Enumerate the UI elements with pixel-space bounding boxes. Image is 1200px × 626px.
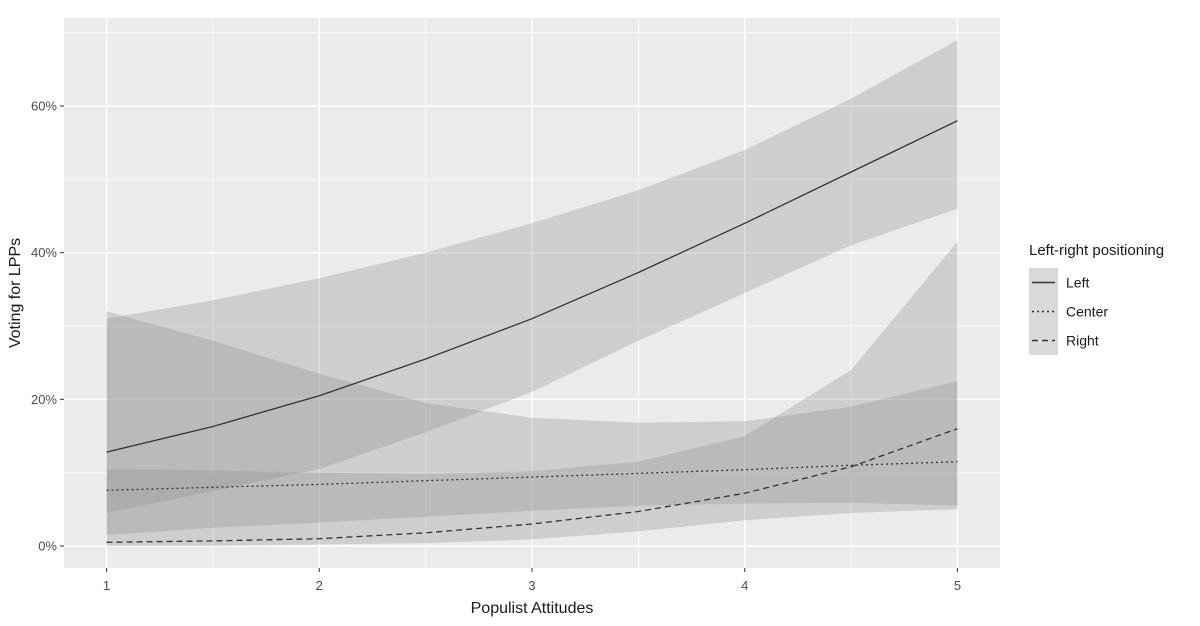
series-lines: [106, 120, 958, 543]
x-tick-label: 3: [528, 578, 535, 593]
confidence-band-right: [106, 241, 958, 546]
legend-label-right: Right: [1066, 333, 1099, 349]
legend-items: Left Center Right: [1029, 268, 1108, 355]
confidence-band-left: [106, 40, 958, 513]
x-axis-title: Populist Attitudes: [471, 600, 594, 617]
confidence-band-center: [106, 311, 958, 535]
y-tick-label: 0%: [38, 539, 57, 554]
legend-label-left: Left: [1066, 275, 1089, 291]
legend-title: Left-right positioning: [1029, 242, 1164, 259]
y-axis-ticks: 0% 20% 40% 60%: [31, 99, 64, 554]
y-axis-title: Voting for LPPs: [7, 238, 24, 348]
x-tick-label: 5: [954, 578, 961, 593]
x-tick-label: 1: [103, 578, 110, 593]
y-tick-label: 20%: [31, 392, 57, 407]
x-axis-ticks: 1 2 3 4 5: [103, 568, 961, 593]
series-line-right: [106, 428, 958, 543]
major-gridlines: [64, 18, 1000, 568]
x-tick-label: 2: [316, 578, 323, 593]
confidence-bands: [106, 40, 958, 546]
series-line-left: [106, 120, 958, 453]
y-tick-label: 40%: [31, 245, 57, 260]
series-line-center: [106, 461, 958, 491]
x-tick-label: 4: [741, 578, 748, 593]
legend-label-center: Center: [1066, 304, 1108, 320]
y-tick-label: 60%: [31, 99, 57, 114]
legend: Left-right positioning Left Center Right: [1029, 242, 1164, 355]
